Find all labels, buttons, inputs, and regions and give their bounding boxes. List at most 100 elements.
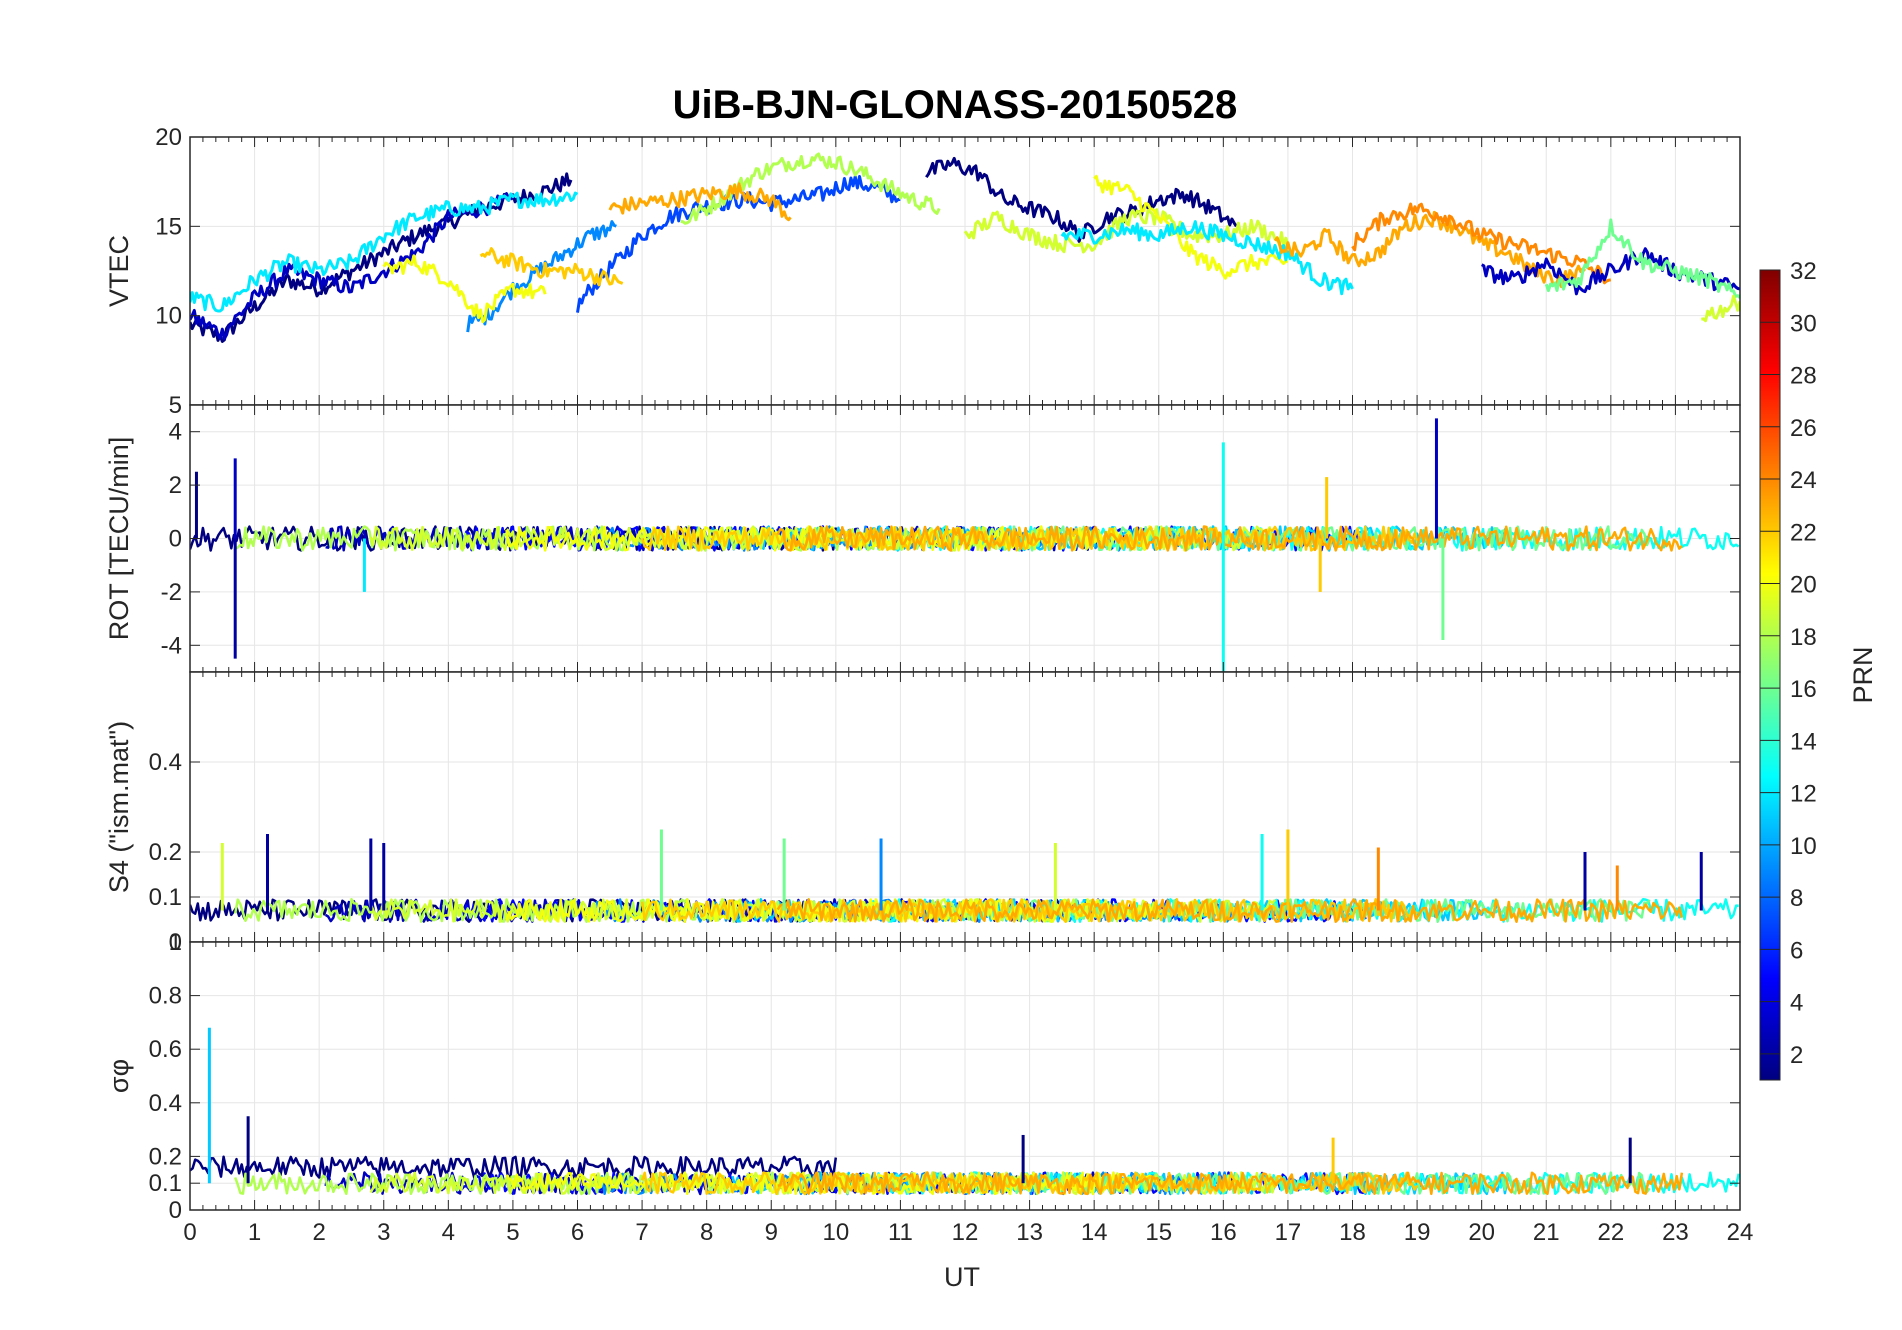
colorbar-tick-label: 20 <box>1790 572 1817 599</box>
y-tick-label: 0.4 <box>149 1090 182 1117</box>
y-axis-label-rot: ROT [TECU/min] <box>104 437 134 641</box>
panel-rot: -4 -2 0 2 4 ROT [TECU/min] <box>104 404 1741 673</box>
noise-trace-prn-22 <box>640 898 1418 923</box>
noise-trace-prn-22 <box>640 525 1419 552</box>
y-tick-label: 4 <box>169 419 182 446</box>
x-tick-label: 21 <box>1533 1219 1560 1246</box>
noise-trace-prn-23 <box>776 898 1684 923</box>
colorbar-label: PRN <box>1848 646 1878 703</box>
x-tick-label: 20 <box>1468 1219 1495 1246</box>
series-line-prn-16 <box>1544 218 1740 299</box>
colorbar-tick-label: 24 <box>1790 467 1817 494</box>
series-line-prn-7 <box>576 175 901 313</box>
series-line-prn-23 <box>1273 210 1587 289</box>
y-tick-label: 0.2 <box>149 1143 182 1170</box>
x-tick-label: 22 <box>1597 1219 1624 1246</box>
y-tick-label: 1 <box>169 929 182 956</box>
x-tick-label: 19 <box>1404 1219 1431 1246</box>
x-tick-label: 5 <box>506 1219 519 1246</box>
colorbar-tick-label: 30 <box>1790 310 1817 337</box>
y-tick-label: 0.8 <box>149 983 182 1010</box>
x-axis: 0 1 2 3 4 5 6 7 8 9 10 11 12 13 14 15 16 17 18 19 20 21 22 23 24 <box>183 1219 1753 1246</box>
x-tick-label: 18 <box>1339 1219 1366 1246</box>
x-axis-label: UT <box>944 1262 980 1292</box>
data-layer-rot <box>190 418 1740 672</box>
x-tick-label: 23 <box>1662 1219 1689 1246</box>
y-tick-label: -4 <box>161 632 182 659</box>
series-line-prn-20 <box>382 254 547 324</box>
y-tick-label: 15 <box>155 213 182 240</box>
series-line-prn-22 <box>479 247 624 287</box>
colorbar-tick-label: 22 <box>1790 519 1817 546</box>
series-line-prn-12 <box>1060 220 1354 296</box>
y-axis-label-s4: S4 ("ism.mat") <box>104 721 134 893</box>
x-tick-label: 11 <box>888 1219 913 1246</box>
colorbar-tick-label: 18 <box>1790 624 1817 651</box>
y-tick-label: 2 <box>169 472 182 499</box>
data-layer-vtec <box>190 152 1740 343</box>
x-tick-label: 12 <box>952 1219 979 1246</box>
series-line-prn-23 <box>608 182 792 222</box>
colorbar-gradient <box>1759 269 1781 1081</box>
colorbar-tick-label: 32 <box>1790 258 1817 285</box>
colorbar-tick-label: 26 <box>1790 415 1817 442</box>
x-tick-label: 9 <box>765 1219 778 1246</box>
series-line-prn-19 <box>963 208 1290 254</box>
colorbar-tick-label: 10 <box>1790 833 1817 860</box>
series-line-prn-9 <box>466 220 617 333</box>
x-tick-label: 0 <box>183 1219 196 1246</box>
panel-vtec: 5 10 15 20 VTEC <box>104 124 1741 419</box>
data-layer-s4 <box>190 829 1739 923</box>
colorbar-tick-label: 8 <box>1790 885 1803 912</box>
y-tick-label: 0.1 <box>149 1170 182 1197</box>
series-line-prn-18 <box>680 152 941 225</box>
y-tick-label: 20 <box>155 124 182 151</box>
x-tick-label: 7 <box>635 1219 648 1246</box>
y-axis-label-sigma_phi: σφ <box>104 1059 134 1093</box>
x-tick-label: 14 <box>1081 1219 1108 1246</box>
colorbar-tick-label: 2 <box>1790 1042 1803 1069</box>
series-line-prn-12 <box>190 191 579 313</box>
x-tick-label: 10 <box>822 1219 849 1246</box>
y-tick-label: 0.6 <box>149 1036 182 1063</box>
x-tick-label: 17 <box>1275 1219 1302 1246</box>
y-axis-label-vtec: VTEC <box>104 235 134 307</box>
x-tick-label: 1 <box>248 1219 261 1246</box>
x-tick-label: 4 <box>442 1219 455 1246</box>
x-tick-label: 6 <box>571 1219 584 1246</box>
y-tick-label: 0 <box>169 929 182 956</box>
noise-trace-prn-23 <box>776 525 1683 552</box>
series-line-prn-20 <box>1093 174 1289 280</box>
colorbar-tick-label: 4 <box>1790 990 1803 1017</box>
colorbar-tick-label: 14 <box>1790 728 1817 755</box>
data-layer-sigma_phi <box>190 1027 1740 1196</box>
colorbar-tick-label: 12 <box>1790 781 1817 808</box>
series-line-prn-19 <box>1701 294 1740 323</box>
x-tick-label: 13 <box>1016 1219 1043 1246</box>
y-tick-label: -2 <box>161 579 182 606</box>
x-tick-label: 2 <box>312 1219 325 1246</box>
colorbar-tick-label: 28 <box>1790 363 1817 390</box>
chart-title: UiB-BJN-GLONASS-20150528 <box>673 83 1238 127</box>
x-tick-label: 8 <box>700 1219 713 1246</box>
x-tick-label: 16 <box>1210 1219 1237 1246</box>
series-line-prn-24 <box>1351 202 1612 285</box>
x-tick-label: 15 <box>1145 1219 1172 1246</box>
y-tick-label: 0.4 <box>149 749 182 776</box>
y-tick-label: 0.2 <box>149 839 182 866</box>
colorbar-tick-label: 6 <box>1790 937 1803 964</box>
noise-trace-prn-23 <box>777 1171 1684 1196</box>
x-tick-label: 3 <box>377 1219 390 1246</box>
x-tick-label: 24 <box>1727 1219 1754 1246</box>
y-tick-label: 10 <box>155 303 182 330</box>
colorbar-tick-label: 16 <box>1790 676 1817 703</box>
noise-trace-prn-1 <box>190 1155 838 1180</box>
y-tick-label: 0.1 <box>149 884 182 911</box>
y-tick-label: 5 <box>169 392 182 419</box>
y-tick-label: 0 <box>169 1197 182 1224</box>
panel-s4: 0 0.1 0.2 0.4 S4 ("ism.mat") <box>104 671 1741 956</box>
